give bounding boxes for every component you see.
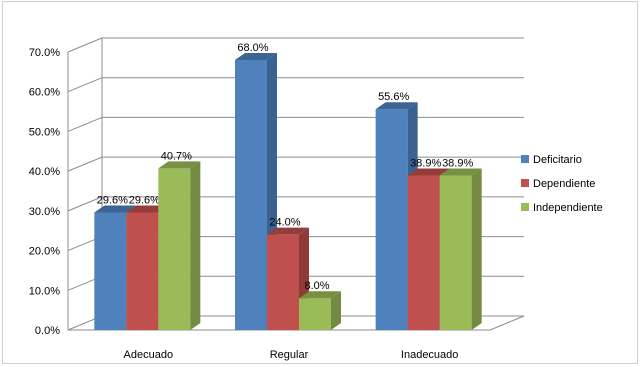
y-tick-label: 70.0% [29, 47, 60, 59]
bar [126, 212, 159, 330]
y-tick-label: 10.0% [29, 285, 60, 297]
bar-top [126, 205, 169, 213]
gridline-side [67, 116, 103, 132]
x-tick-label: Inadecuado [401, 349, 459, 361]
bar [158, 168, 191, 330]
data-label: 68.0% [237, 42, 268, 54]
gridline-side [67, 196, 103, 212]
bar-top [94, 205, 137, 213]
x-tick-label: Regular [270, 349, 309, 361]
bar-top [235, 52, 277, 60]
bar [235, 59, 267, 330]
legend-label: Deficitario [533, 154, 582, 166]
bar-top [158, 161, 201, 169]
y-tick-label: 20.0% [29, 246, 60, 258]
gridline-side [67, 37, 103, 53]
bar-top [439, 168, 482, 176]
legend-label: Dependiente [533, 178, 595, 190]
data-label: 40.7% [161, 150, 192, 162]
data-label: 29.6% [97, 194, 128, 206]
bar-top [375, 102, 418, 110]
bar-top [267, 227, 309, 235]
y-tick-label: 30.0% [29, 206, 60, 218]
bar [439, 175, 472, 330]
legend-swatch [521, 203, 529, 211]
bar [299, 298, 331, 330]
y-tick-label: 40.0% [29, 166, 60, 178]
y-tick-label: 0.0% [35, 325, 60, 337]
gridline-side [67, 77, 103, 93]
floor-edge [489, 315, 525, 331]
data-label: 29.6% [129, 194, 160, 206]
data-label: 38.9% [410, 158, 441, 170]
bar [375, 109, 408, 330]
bar-top [299, 291, 341, 299]
x-tick-label: Adecuado [124, 349, 174, 361]
gridline-side [67, 156, 103, 172]
y-tick-label: 50.0% [29, 126, 60, 138]
data-label: 8.0% [304, 280, 329, 292]
data-label: 55.6% [378, 91, 409, 103]
bar [407, 175, 440, 330]
data-label: 38.9% [442, 158, 473, 170]
bar-side [331, 291, 341, 330]
legend-label: Independiente [533, 202, 603, 214]
bar-side [471, 168, 482, 330]
legend-swatch [521, 179, 529, 187]
legend-swatch [521, 155, 529, 163]
y-tick-label: 60.0% [29, 87, 60, 99]
bar-top [407, 168, 450, 176]
bar [94, 212, 127, 330]
bar [267, 234, 299, 330]
bar-side [190, 161, 201, 330]
data-label: 24.0% [269, 217, 300, 229]
